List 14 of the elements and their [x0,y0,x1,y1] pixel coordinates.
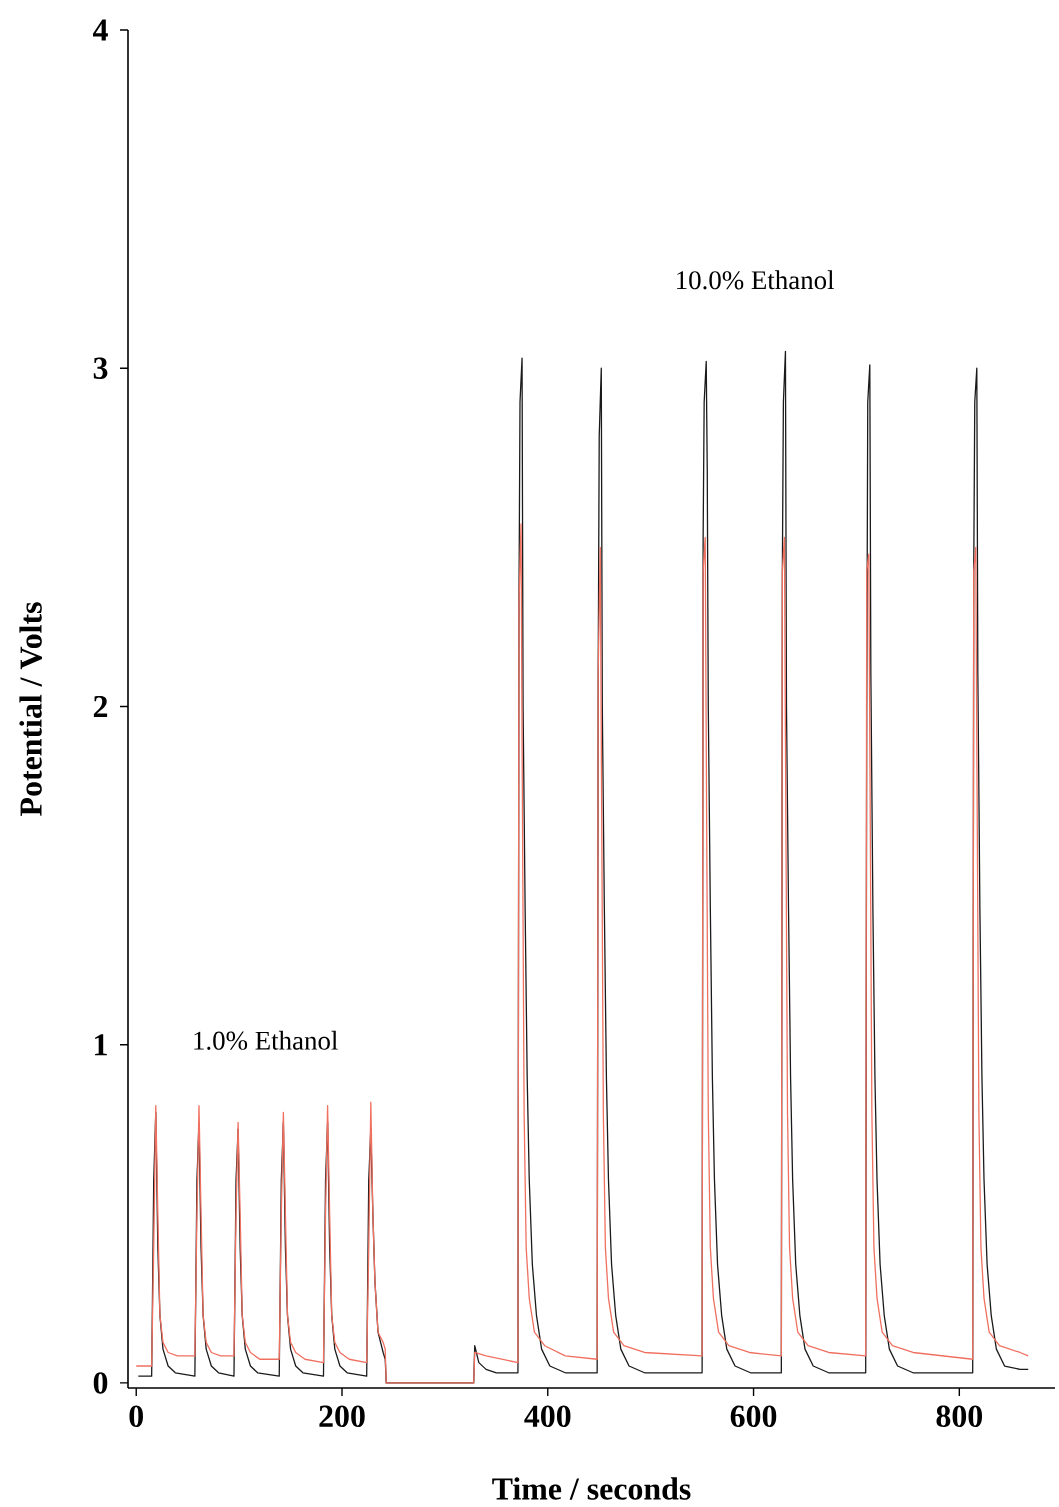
y-tick-label: 4 [92,19,108,41]
annotation: 10.0% Ethanol [677,270,835,290]
y-tick-label: 3 [93,357,108,379]
y-tick-label: 1 [95,1034,107,1056]
x-tick-label: 0 [129,1405,143,1428]
annotation: 1.0% Ethanol [194,1030,338,1050]
y-tick-label: 2 [93,695,108,718]
x-axis-title: Time / seconds [492,1477,691,1500]
x-tick-label: 600 [730,1405,777,1428]
y-axis-title: Potential / Volts [19,602,42,816]
x-tick-label: 400 [524,1405,571,1428]
x-tick-label: 800 [936,1405,983,1428]
y-tick-label: 0 [93,1372,108,1394]
x-tick-label: 200 [319,1405,365,1428]
